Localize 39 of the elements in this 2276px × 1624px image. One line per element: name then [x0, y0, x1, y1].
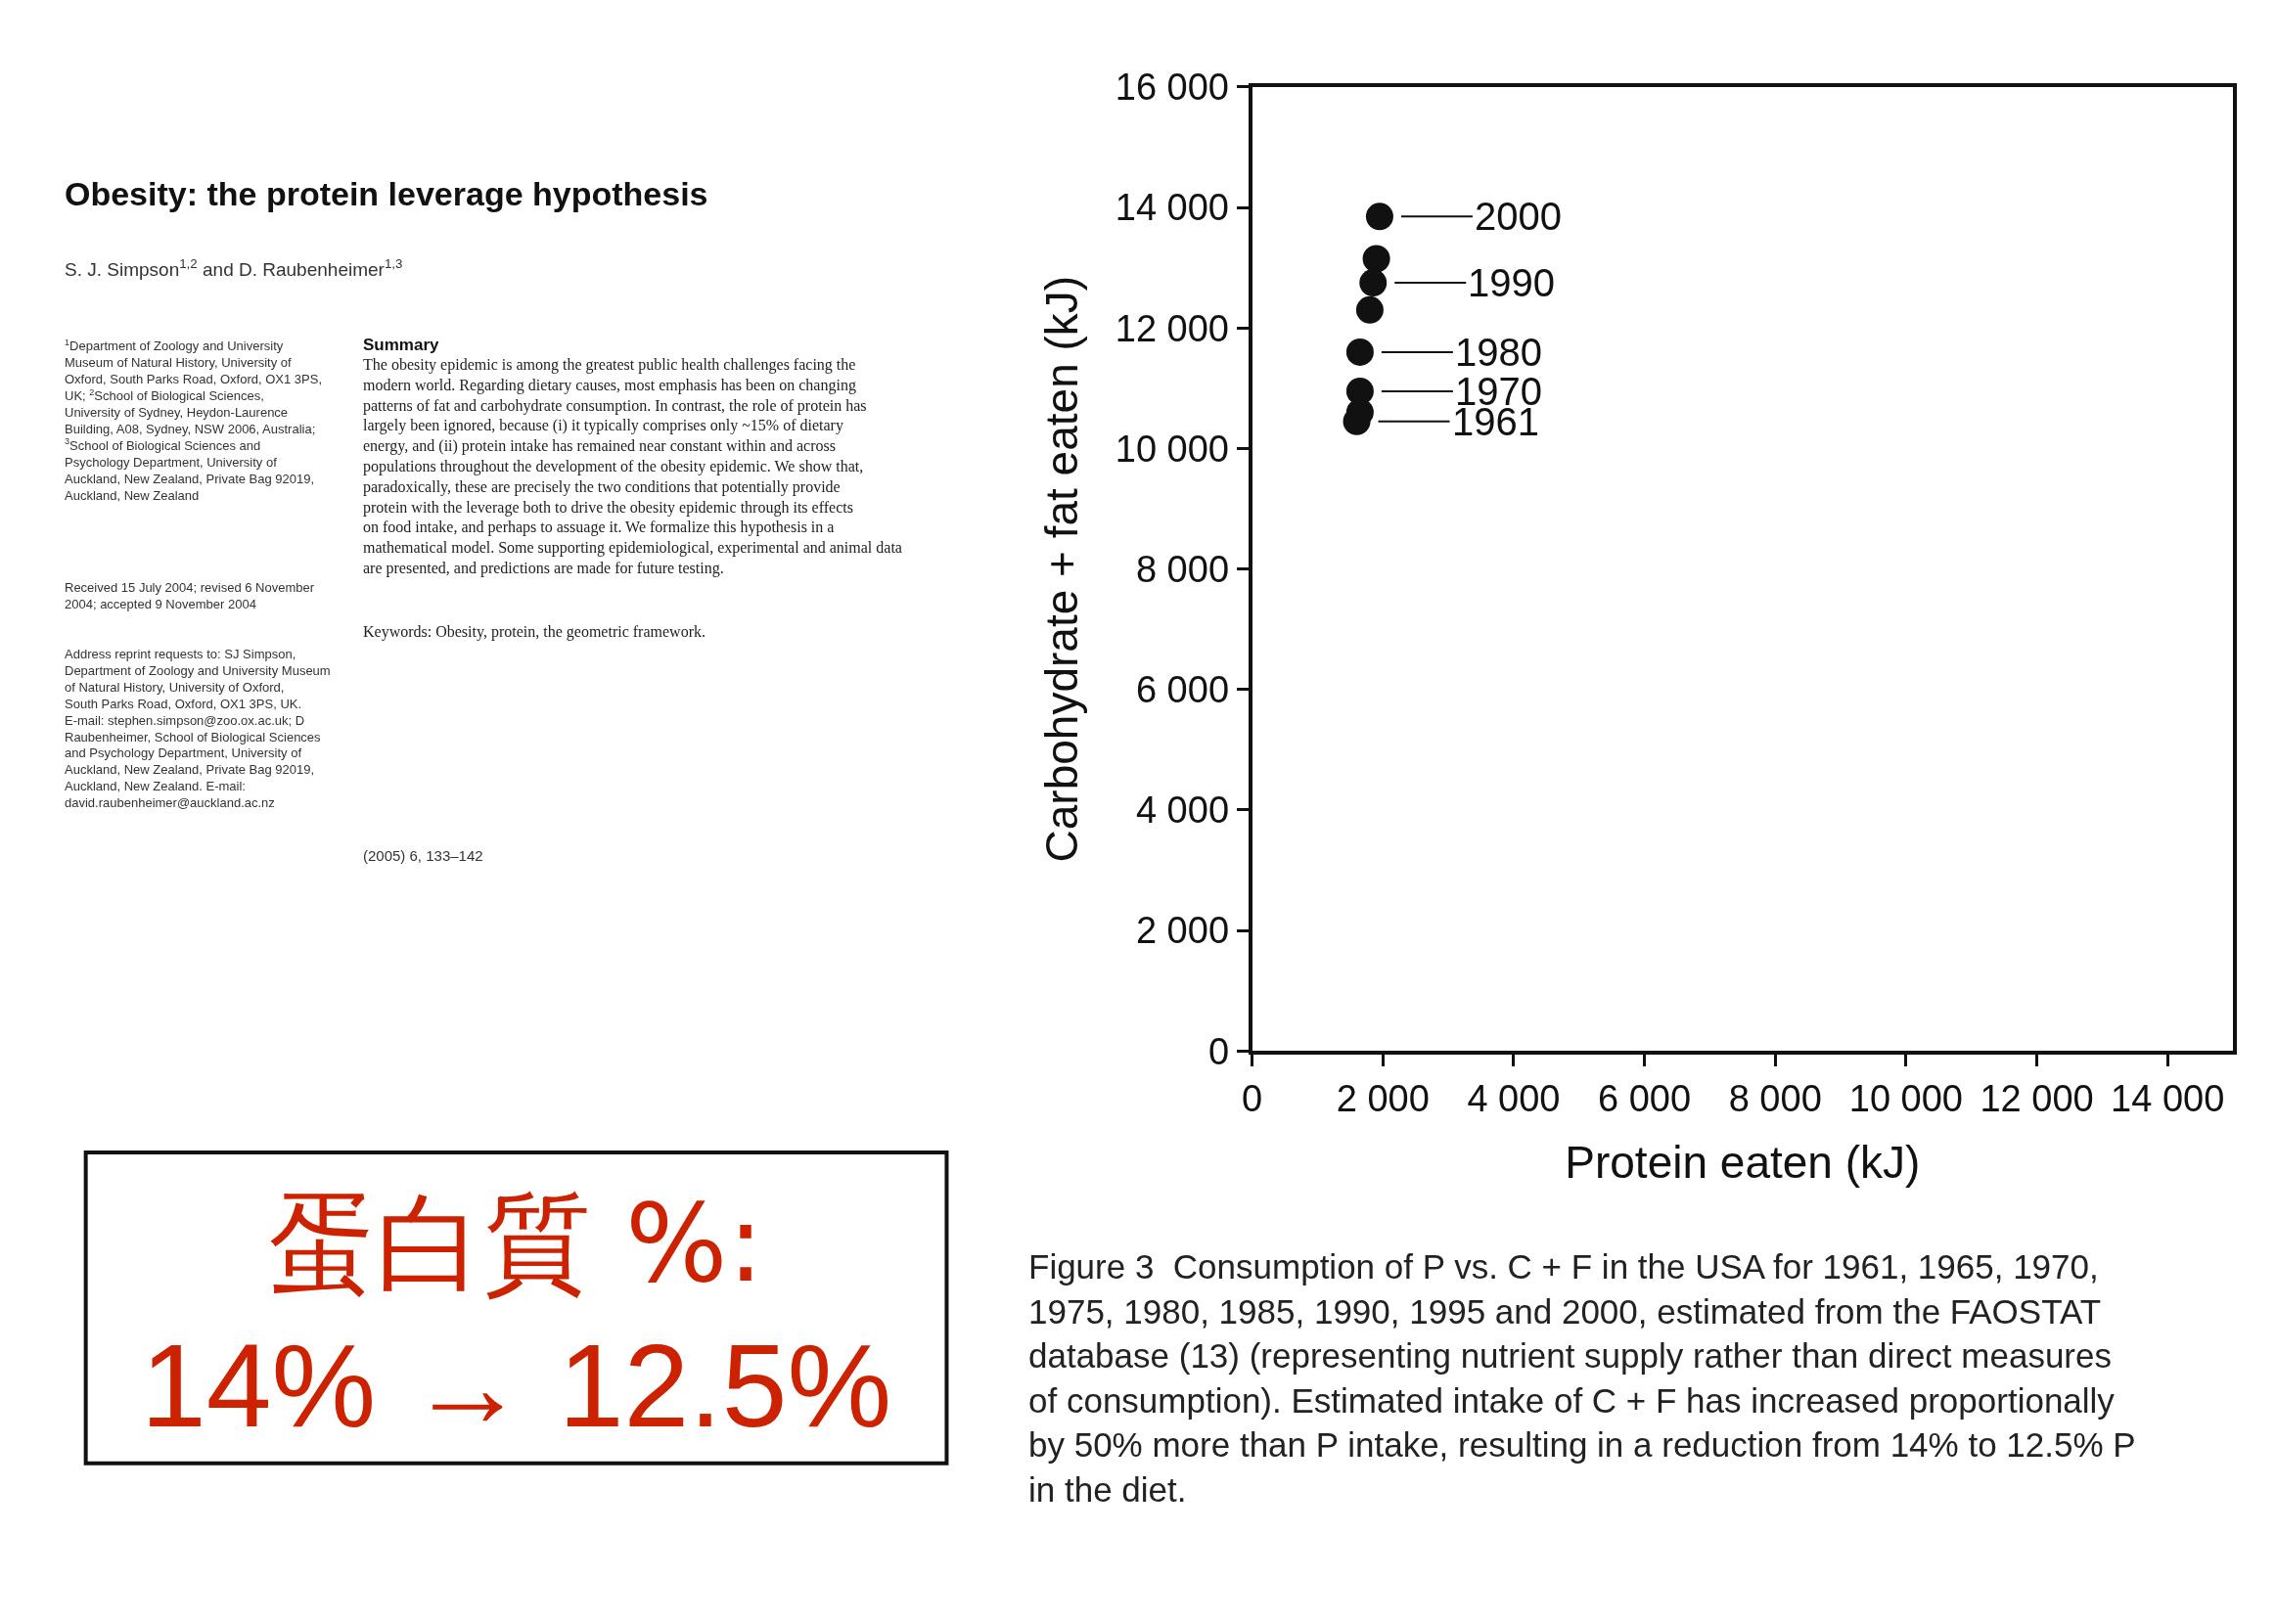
annotation: 1980 [1455, 331, 1542, 374]
text: S. J. Simpson$^{1,2}$ and D. Raubenheimer$^{1,3}$ [65, 256, 403, 280]
x-tick-label: 12 000 [1980, 1077, 2094, 1119]
caption: Figure 3 Consumption of P vs. C + F in the USA for 1961, 1965, 1970, 1975, 1980, 1985, 1990, 1995 and 2000, estimated from the FAOSTAT database (13) (representing nutrient supply rather than direct measures of consumption). Estimated intake of C + F has increased proportionally by 50% more than P intake, resulting in a reduction from 14% to 12.5% P in the diet. [1028, 1247, 2136, 1509]
text: (2005) 6, 133–142 [363, 847, 483, 864]
text: Address reprint requests to: SJ Simpson, Department of Zoology and University Museum of Natural History, University of Oxford, South Parks Road, Oxford, OX1 3PS, UK. E-mail: stephen.simpson@zoo.ox.ac.uk; D Raubenheimer, School of Biological Sciences and Psychology Department, University of Auckland, New Zealand, Private Bag 92019, Auckland, New Zealand. E-mail: david.raubenheimer@auckland.ac.nz [65, 647, 331, 811]
text: Summary [363, 336, 440, 354]
x-tick-label: 4 000 [1467, 1077, 1561, 1119]
x-tick-label: 0 [1242, 1077, 1263, 1119]
text: 蛋白質 %: [268, 1181, 764, 1306]
y-tick-label: 16 000 [1115, 67, 1230, 109]
point [1359, 269, 1388, 297]
text: The obesity epidemic is among the greatest public health challenges facing the modern world. Regarding dietary causes, most emphasis has been on changing patterns of fat and carbohydrate consumption. In contrast, the role of protein has largely been ignored, because (i) it typically comprises only ~15% of dietary energy, and (ii) protein intake has remained near constant within and across populations throughout the development of the obesity epidemic. We show that, paradoxically, these are precisely the two conditions that potentially provide protein with the leverage both to drive the obesity epidemic through its effects on food intake, and perhaps to assuage it. We formalize this hypothesis in a mathematical model. Some supporting epidemiological, experimental and animal data are presented, and predictions are made for future testing. [363, 356, 902, 576]
text: $^{1}$Department of Zoology and University Museum of Natural History, University of Oxford, South Parks Road, Oxford, OX1 3PS, UK; $^{2}$School of Biological Sciences, University of Sydney, Heydon-Laurence Building, A08, Sydney, NSW 2006, Australia; $^{3}$School of Biological Sciences and Psychology Department, University of Auckland, New Zealand, Private Bag 92019, Auckland, New Zealand [65, 338, 323, 503]
point [1362, 245, 1390, 273]
y-tick-label: 4 000 [1135, 789, 1230, 832]
text: Obesity: the protein leverage hypothesis [65, 175, 708, 212]
x-tick-label: 10 000 [1848, 1077, 1963, 1119]
y-tick-label: 0 [1207, 1030, 1230, 1072]
y-axis-title: Carbohydrate + fat eaten (kJ) [1035, 275, 1087, 863]
text: Received 15 July 2004; revised 6 November 2004; accepted 9 November 2004 [65, 580, 315, 611]
y-tick-label: 6 000 [1135, 669, 1230, 711]
y-tick-label: 2 000 [1135, 910, 1230, 952]
annotation: 1990 [1468, 261, 1555, 304]
x-tick-label: 14 000 [2111, 1077, 2225, 1119]
point [1365, 203, 1393, 231]
text: 14% → 12.5% [141, 1320, 892, 1451]
y-tick-label: 8 000 [1135, 548, 1230, 590]
y-tick-label: 14 000 [1115, 187, 1230, 229]
y-tick-label: 10 000 [1115, 428, 1230, 470]
x-tick-label: 8 000 [1728, 1077, 1822, 1119]
y-tick-label: 12 000 [1115, 307, 1230, 349]
text: Keywords: Obesity, protein, the geometric framework. [363, 623, 706, 641]
x-tick-label: 6 000 [1598, 1077, 1692, 1119]
x-axis-title: Protein eaten (kJ) [1565, 1137, 1921, 1189]
annotation: 2000 [1475, 195, 1562, 238]
point [1355, 295, 1384, 324]
x-tick-label: 2 000 [1336, 1077, 1430, 1119]
point [1345, 338, 1374, 366]
